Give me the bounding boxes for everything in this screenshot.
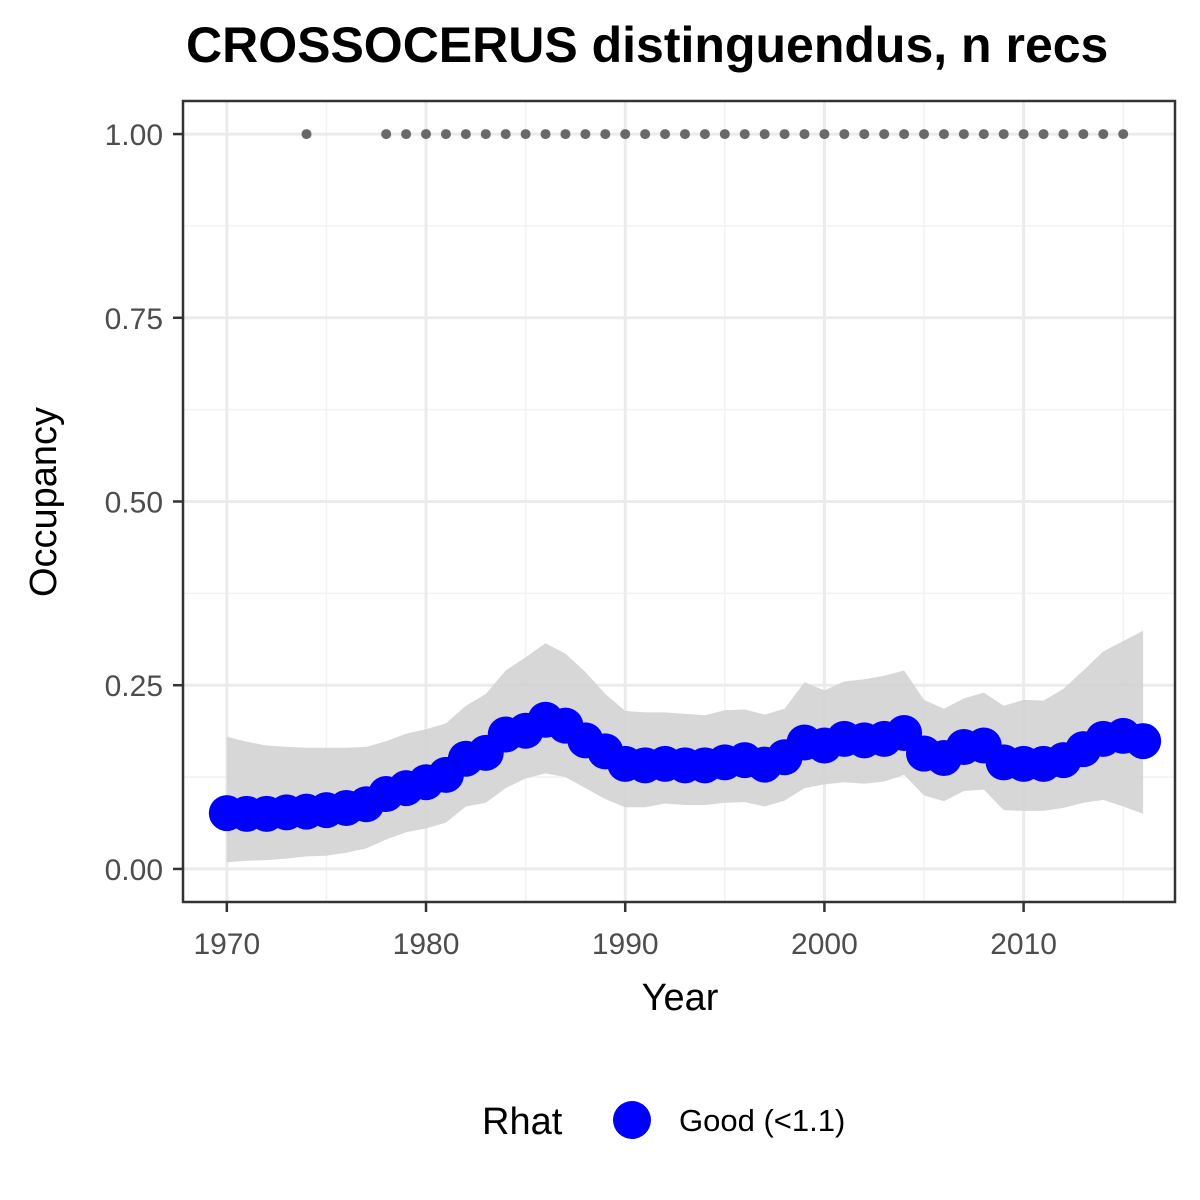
record-point	[381, 129, 392, 140]
legend-label-good: Good (<1.1)	[679, 1103, 845, 1138]
x-tick-label: 1970	[193, 928, 260, 961]
record-point	[500, 129, 511, 140]
record-point	[958, 129, 969, 140]
legend-key-good	[613, 1101, 651, 1139]
record-point	[1098, 129, 1109, 140]
y-tick-label: 0.50	[105, 487, 163, 520]
record-point	[421, 129, 432, 140]
record-point	[699, 129, 710, 140]
record-point	[540, 129, 551, 140]
y-tick-label: 0.00	[105, 854, 163, 887]
record-point	[739, 129, 750, 140]
chart-title: CROSSOCERUS distinguendus, n recs	[186, 17, 1108, 73]
record-point	[978, 129, 989, 140]
y-axis-title: Occupancy	[23, 407, 65, 597]
record-point	[839, 129, 850, 140]
x-tick-label: 2010	[990, 928, 1057, 961]
record-point	[600, 129, 611, 140]
record-point	[719, 129, 730, 140]
record-point	[401, 129, 412, 140]
record-point	[660, 129, 671, 140]
record-point	[899, 129, 910, 140]
record-point	[779, 129, 790, 140]
record-point	[1118, 129, 1129, 140]
record-point	[301, 129, 312, 140]
record-point	[480, 129, 491, 140]
record-point	[640, 129, 651, 140]
legend: Rhat Good (<1.1)	[482, 1101, 845, 1143]
occupancy-point	[1125, 723, 1162, 760]
record-point	[440, 129, 451, 140]
x-axis-title: Year	[642, 977, 719, 1019]
occupancy-points	[208, 701, 1162, 832]
confidence-ribbon	[226, 630, 1144, 863]
record-point	[520, 129, 531, 140]
record-point	[620, 129, 631, 140]
y-tick-label: 0.25	[105, 670, 163, 703]
record-point	[919, 129, 930, 140]
plot-area	[181, 99, 1177, 904]
record-point	[580, 129, 591, 140]
y-axis: 0.00 0.25 0.50 0.75 1.00	[105, 119, 183, 887]
record-point	[560, 129, 571, 140]
record-points	[301, 129, 1129, 140]
x-tick-label: 1990	[592, 928, 659, 961]
record-point	[879, 129, 890, 140]
record-point	[1058, 129, 1069, 140]
x-tick-label: 2000	[791, 928, 858, 961]
record-point	[998, 129, 1009, 140]
y-tick-label: 0.75	[105, 303, 163, 336]
record-point	[460, 129, 471, 140]
x-axis: 1970 1980 1990 2000 2010	[193, 902, 1057, 961]
record-point	[859, 129, 870, 140]
record-point	[819, 129, 830, 140]
record-point	[759, 129, 770, 140]
record-point	[1078, 129, 1089, 140]
record-point	[679, 129, 690, 140]
record-point	[938, 129, 949, 140]
legend-title: Rhat	[482, 1101, 563, 1143]
record-point	[1038, 129, 1049, 140]
y-tick-label: 1.00	[105, 119, 163, 152]
record-point	[1018, 129, 1029, 140]
record-point	[799, 129, 810, 140]
x-tick-label: 1980	[393, 928, 460, 961]
